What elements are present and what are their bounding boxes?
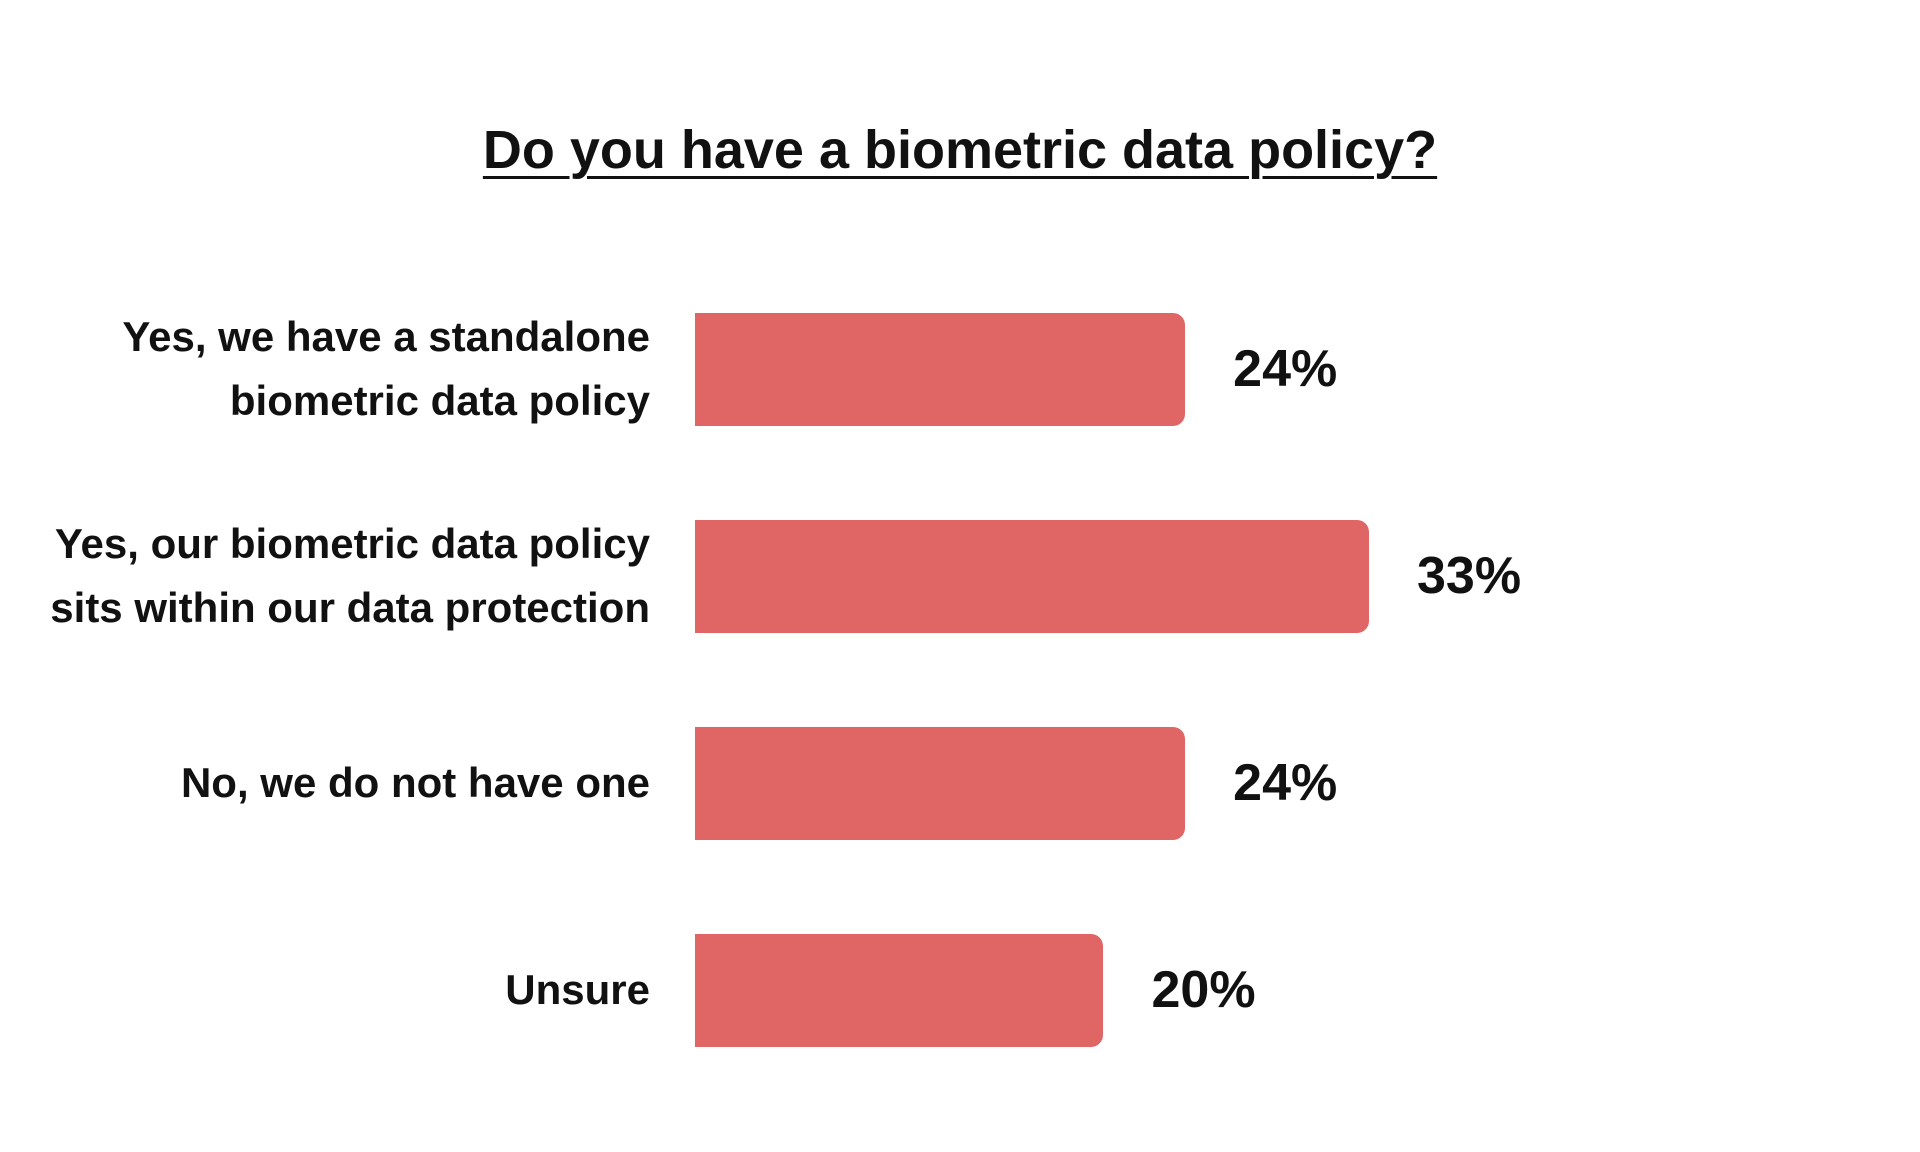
data-label: 33% [1417, 547, 1522, 605]
bar [695, 519, 1369, 633]
bar [695, 933, 1104, 1047]
bar [695, 312, 1186, 426]
category-label: Unsure [505, 966, 650, 1013]
data-label: 20% [1151, 961, 1256, 1019]
chart-title: Do you have a biometric data policy? [482, 120, 1438, 180]
data-label: 24% [1233, 340, 1338, 398]
category-label: No, we do not have one [180, 759, 650, 806]
data-label: 24% [1233, 754, 1338, 812]
bar [695, 726, 1186, 840]
category-label: Yes, our biometric data policy sits with… [50, 520, 650, 631]
category-label: Yes, we have a standalone biometric data… [122, 313, 650, 424]
